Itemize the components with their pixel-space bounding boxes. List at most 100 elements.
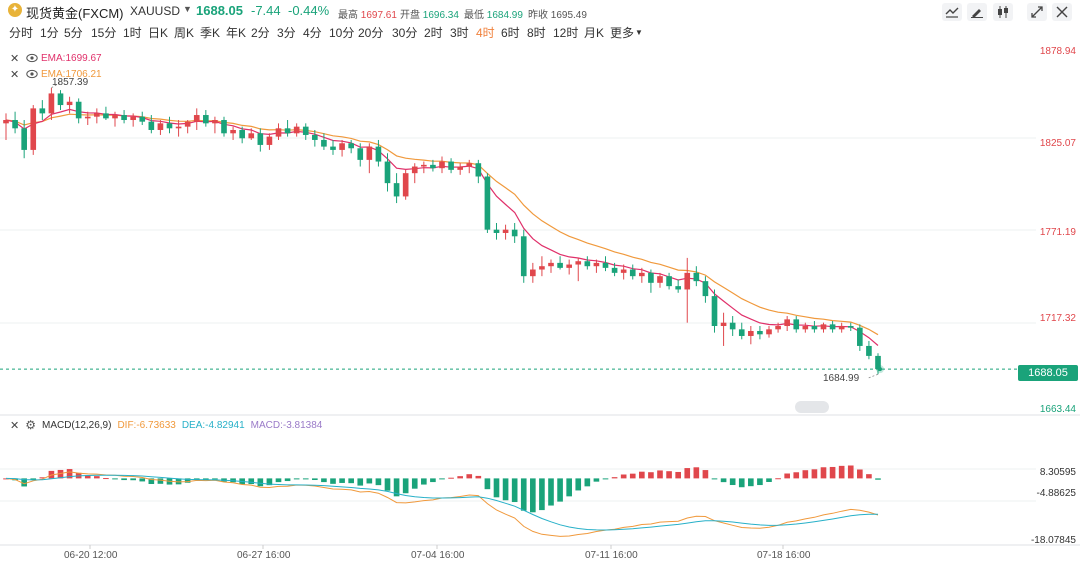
interval-option[interactable]: 1分 [40,26,59,40]
interval-option[interactable]: 20分 [358,26,384,40]
candle-body [757,330,763,335]
candle-body [629,269,636,277]
candle-body [330,146,336,150]
remove-indicator-icon[interactable]: ✕ [10,52,20,65]
candle-body [711,296,718,327]
macd-histogram-bar [284,478,291,482]
interval-option[interactable]: 15分 [91,26,117,40]
interval-option[interactable]: 5分 [64,26,83,40]
macd-histogram-bar [657,470,663,479]
symbol-code[interactable]: XAUUSD [130,4,181,18]
candle-body [448,161,454,170]
interval-option[interactable]: 12时 [553,26,579,40]
macd-histogram-bar [566,478,572,497]
interval-option[interactable]: 1时 [123,26,142,40]
ema-line-2 [5,113,879,336]
interval-option[interactable]: 日K [148,26,169,40]
eye-icon[interactable] [26,69,38,79]
interval-option[interactable]: 3分 [277,26,296,40]
interval-option[interactable]: 8时 [527,26,546,40]
candle-body [539,266,545,270]
candle-body [847,326,854,328]
macd-dif-line [5,471,879,537]
remove-indicator-icon[interactable]: ✕ [10,419,20,432]
interval-option[interactable]: 2分 [251,26,270,40]
macd-histogram-bar [203,478,209,480]
macd-histogram-bar [493,478,500,498]
macd-histogram-bar [611,477,618,479]
low-value: 1684.99 [486,10,523,21]
macd-histogram-bar [212,478,218,480]
candle-body [466,163,473,167]
macd-histogram-bar [39,477,46,479]
candle-body [21,128,27,150]
macd-histogram-bar [21,478,27,487]
eye-icon[interactable] [26,53,38,63]
candle-body [484,176,491,230]
interval-option[interactable]: 2时 [424,26,443,40]
interval-option[interactable]: 年K [226,26,247,40]
candle-body [312,134,318,140]
remove-indicator-icon[interactable]: ✕ [10,68,20,81]
candle-body [48,93,55,114]
chevron-down-icon[interactable]: ▼ [635,28,643,37]
macd-histogram-bar [112,478,118,480]
interval-option[interactable]: 周K [174,26,195,40]
prev-close-value: 1695.49 [550,10,587,21]
candle-body [248,133,255,139]
candle-body [30,108,37,150]
expand-icon[interactable] [1027,3,1047,21]
candle-body [193,115,200,122]
macd-histogram-bar [302,478,309,480]
time-axis-label: 07-18 16:00 [757,550,811,561]
chevron-down-icon[interactable]: ▼ [183,4,192,14]
interval-option[interactable]: 30分 [392,26,418,40]
macd-dea-line [5,474,879,531]
macd-histogram-bar [711,478,718,480]
macd-histogram-bar [775,478,781,480]
interval-option[interactable]: 3时 [450,26,469,40]
interval-option[interactable]: 季K [200,26,221,40]
close-icon[interactable] [1052,3,1072,21]
low-annotation: 1684.99 [823,373,860,384]
macd-title: MACD(12,26,9) [41,419,112,431]
candle-body [139,116,146,122]
time-axis-label: 07-11 16:00 [585,550,638,561]
macd-histogram-bar [520,478,527,511]
symbol-name[interactable]: 现货黄金(FXCM) [26,6,124,21]
macd-axis-tick: 8.30595 [1039,467,1076,478]
line-style-icon[interactable] [942,3,962,21]
candle-body [548,262,554,267]
interval-option[interactable]: 分时 [9,26,34,40]
macd-histogram-bar [502,478,509,501]
macd-histogram-bar [766,478,772,482]
low-stat: 最低 1684.99 [464,6,523,21]
candle-body [94,113,100,117]
macd-histogram-bar [684,468,691,479]
macd-histogram-bar [593,478,600,482]
candle-body [184,121,191,127]
macd-histogram-bar [729,478,736,486]
candle-body [284,128,291,134]
candle-body [675,286,681,290]
candle-body [829,324,836,330]
interval-option[interactable]: 6时 [501,26,520,40]
settings-gear-icon[interactable]: ⚙ [25,418,36,432]
candle-body [511,229,518,237]
macd-histogram-bar [811,469,818,479]
draw-icon[interactable] [967,3,987,21]
macd-histogram-bar [666,471,672,479]
interval-option[interactable]: 4分 [303,26,322,40]
interval-option[interactable]: 月K [584,26,605,40]
candle-body [375,146,382,162]
interval-option[interactable]: 4时 [476,26,495,40]
high-value: 1697.61 [360,10,397,21]
macd-dif: DIF:-6.73633 [117,419,176,431]
interval-more[interactable]: 更多 [610,26,635,40]
macd-dea: DEA:-4.82941 [181,419,245,431]
candle-type-icon[interactable] [993,3,1013,21]
candle-body [39,108,46,114]
watermark-logo [795,401,829,413]
interval-option[interactable]: 10分 [329,26,355,40]
